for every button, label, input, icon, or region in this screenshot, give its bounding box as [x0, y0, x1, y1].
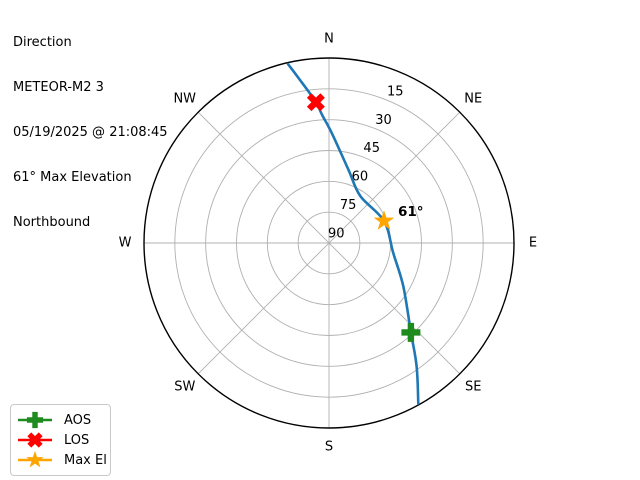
legend: AOS LOS Max El — [10, 404, 111, 476]
compass-label-w: W — [119, 236, 132, 251]
compass-label-n: N — [324, 32, 334, 47]
los-marker-icon — [18, 432, 52, 448]
elevation-tick-label: 75 — [340, 198, 357, 213]
grid-ring — [205, 119, 453, 367]
elevation-tick-label: 45 — [363, 141, 380, 156]
aos-marker-icon — [18, 411, 52, 429]
compass-label-e: E — [529, 236, 537, 251]
grid-ring — [174, 88, 484, 398]
satellite-track — [286, 62, 420, 405]
max-elevation-text: 61° Max Elevation — [13, 170, 132, 185]
compass-label-sw: SW — [174, 380, 195, 395]
pass-info-header: Direction METEOR-M2 3 05/19/2025 @ 21:08… — [13, 5, 168, 260]
max-elevation-annotation: 61° — [398, 204, 424, 220]
legend-item-aos: AOS — [15, 410, 110, 430]
legend-glyph — [27, 432, 43, 448]
legend-glyph — [26, 450, 44, 468]
aos-marker — [401, 322, 421, 342]
compass-label-nw: NW — [173, 91, 196, 106]
compass-label-ne: NE — [464, 91, 482, 106]
satellite-name: METEOR-M2 3 — [13, 80, 104, 95]
elevation-tick-label: 30 — [375, 113, 392, 128]
legend-label-maxel: Max El — [64, 452, 107, 468]
grid-ring — [236, 150, 422, 336]
legend-item-los: LOS — [15, 430, 110, 450]
compass-label-s: S — [325, 440, 333, 455]
elevation-tick-label: 90 — [328, 227, 345, 242]
legend-glyph — [26, 411, 44, 429]
compass-label-se: SE — [465, 380, 481, 395]
elevation-tick-label: 15 — [387, 84, 404, 99]
legend-label-los: LOS — [64, 432, 90, 448]
grid-ring — [297, 211, 361, 275]
max-el-marker-icon — [18, 450, 52, 468]
legend-label-aos: AOS — [64, 412, 92, 428]
maxel-marker — [373, 210, 395, 230]
elevation-tick-label: 60 — [352, 170, 369, 185]
legend-item-maxel: Max El — [15, 450, 110, 470]
pass-direction-text: Northbound — [13, 215, 91, 230]
plot-title: Direction — [13, 35, 72, 50]
los-marker — [306, 93, 325, 112]
pass-datetime: 05/19/2025 @ 21:08:45 — [13, 125, 168, 140]
horizon-circle — [143, 57, 515, 429]
